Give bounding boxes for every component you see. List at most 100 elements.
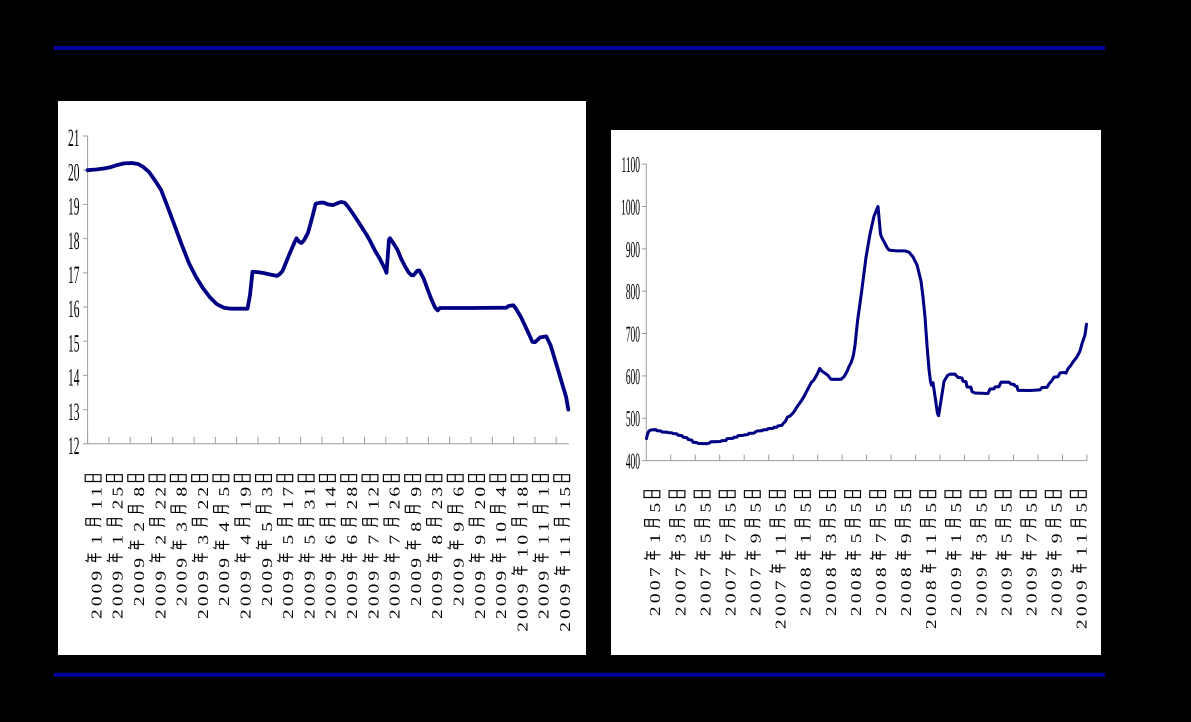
svg-text:9: 9 [452,522,468,532]
svg-text:9: 9 [537,571,553,581]
svg-text:8: 8 [515,487,531,497]
svg-text:0: 0 [515,609,531,619]
svg-text:21: 21 [68,125,80,152]
svg-text:3: 3 [673,534,689,544]
svg-text:1: 1 [89,500,105,510]
svg-text:2: 2 [132,522,148,532]
svg-text:2: 2 [1075,619,1091,629]
svg-text:7: 7 [874,533,890,543]
svg-text:0: 0 [494,584,510,594]
svg-text:2: 2 [558,622,574,632]
svg-text:0: 0 [924,593,940,603]
svg-text:9: 9 [949,567,965,577]
svg-text:0: 0 [111,584,127,594]
svg-text:13: 13 [68,399,80,426]
svg-text:2: 2 [153,535,169,545]
svg-text:2: 2 [260,596,276,606]
svg-text:9: 9 [409,558,425,568]
svg-text:0: 0 [1050,580,1066,590]
svg-text:0: 0 [388,596,404,606]
svg-text:5: 5 [558,487,574,497]
svg-text:8: 8 [849,567,865,577]
svg-text:2: 2 [824,606,840,616]
svg-text:2: 2 [132,596,148,606]
svg-text:1: 1 [558,535,574,545]
svg-text:9: 9 [196,571,212,581]
svg-text:15: 15 [68,330,80,357]
svg-text:8: 8 [824,567,840,577]
svg-text:9: 9 [153,571,169,581]
svg-text:6: 6 [324,534,340,544]
svg-text:2: 2 [774,619,790,629]
svg-text:2: 2 [366,609,382,619]
svg-text:7: 7 [673,567,689,577]
svg-text:0: 0 [239,584,255,594]
svg-text:0: 0 [217,584,233,594]
svg-text:3: 3 [974,534,990,544]
svg-text:2: 2 [874,606,890,616]
svg-text:8: 8 [924,580,940,590]
svg-text:2: 2 [345,500,361,510]
svg-text:3: 3 [260,487,276,497]
svg-text:9: 9 [409,487,425,497]
svg-text:0: 0 [430,584,446,594]
svg-text:0: 0 [302,596,318,606]
svg-text:8: 8 [799,567,815,577]
svg-text:8: 8 [345,487,361,497]
svg-text:7: 7 [724,567,740,577]
svg-text:3: 3 [302,500,318,510]
svg-text:9: 9 [388,571,404,581]
svg-text:8: 8 [899,567,915,577]
svg-text:3: 3 [430,487,446,497]
svg-text:2: 2 [239,609,255,619]
svg-text:2: 2 [153,609,169,619]
svg-text:9: 9 [260,558,276,568]
svg-text:1: 1 [774,547,790,557]
svg-text:5: 5 [924,503,940,513]
svg-text:0: 0 [749,593,765,603]
svg-text:0: 0 [974,580,990,590]
svg-text:0: 0 [409,571,425,581]
svg-text:2: 2 [153,487,169,497]
svg-text:0: 0 [452,584,468,594]
svg-text:9: 9 [1050,567,1066,577]
svg-text:2: 2 [1050,606,1066,616]
svg-text:0: 0 [724,593,740,603]
svg-text:7: 7 [648,567,664,577]
svg-text:1: 1 [366,500,382,510]
svg-text:0: 0 [537,596,553,606]
svg-text:2: 2 [345,609,361,619]
svg-text:5: 5 [698,503,714,513]
svg-text:0: 0 [366,584,382,594]
svg-text:7: 7 [749,567,765,577]
svg-text:0: 0 [345,596,361,606]
svg-text:5: 5 [673,503,689,513]
svg-text:0: 0 [673,580,689,590]
svg-text:0: 0 [648,593,664,603]
svg-text:1: 1 [1075,547,1091,557]
svg-text:9: 9 [281,571,297,581]
svg-text:0: 0 [698,593,714,603]
svg-text:9: 9 [239,487,255,497]
svg-text:5: 5 [799,503,815,513]
svg-text:400: 400 [626,449,640,474]
svg-text:0: 0 [874,580,890,590]
svg-text:1: 1 [537,522,553,532]
svg-text:9: 9 [558,584,574,594]
svg-text:2: 2 [111,609,127,619]
svg-text:8: 8 [175,487,191,497]
svg-text:2: 2 [281,609,297,619]
svg-text:9: 9 [430,571,446,581]
svg-text:0: 0 [345,584,361,594]
svg-text:9: 9 [1050,534,1066,544]
svg-text:0: 0 [824,580,840,590]
svg-text:8: 8 [409,522,425,532]
svg-text:2: 2 [924,619,940,629]
svg-text:0: 0 [724,580,740,590]
svg-text:0: 0 [1025,593,1041,603]
svg-text:16: 16 [68,296,80,323]
svg-text:9: 9 [366,571,382,581]
svg-text:1: 1 [558,500,574,510]
svg-text:9: 9 [452,558,468,568]
svg-text:8: 8 [874,567,890,577]
